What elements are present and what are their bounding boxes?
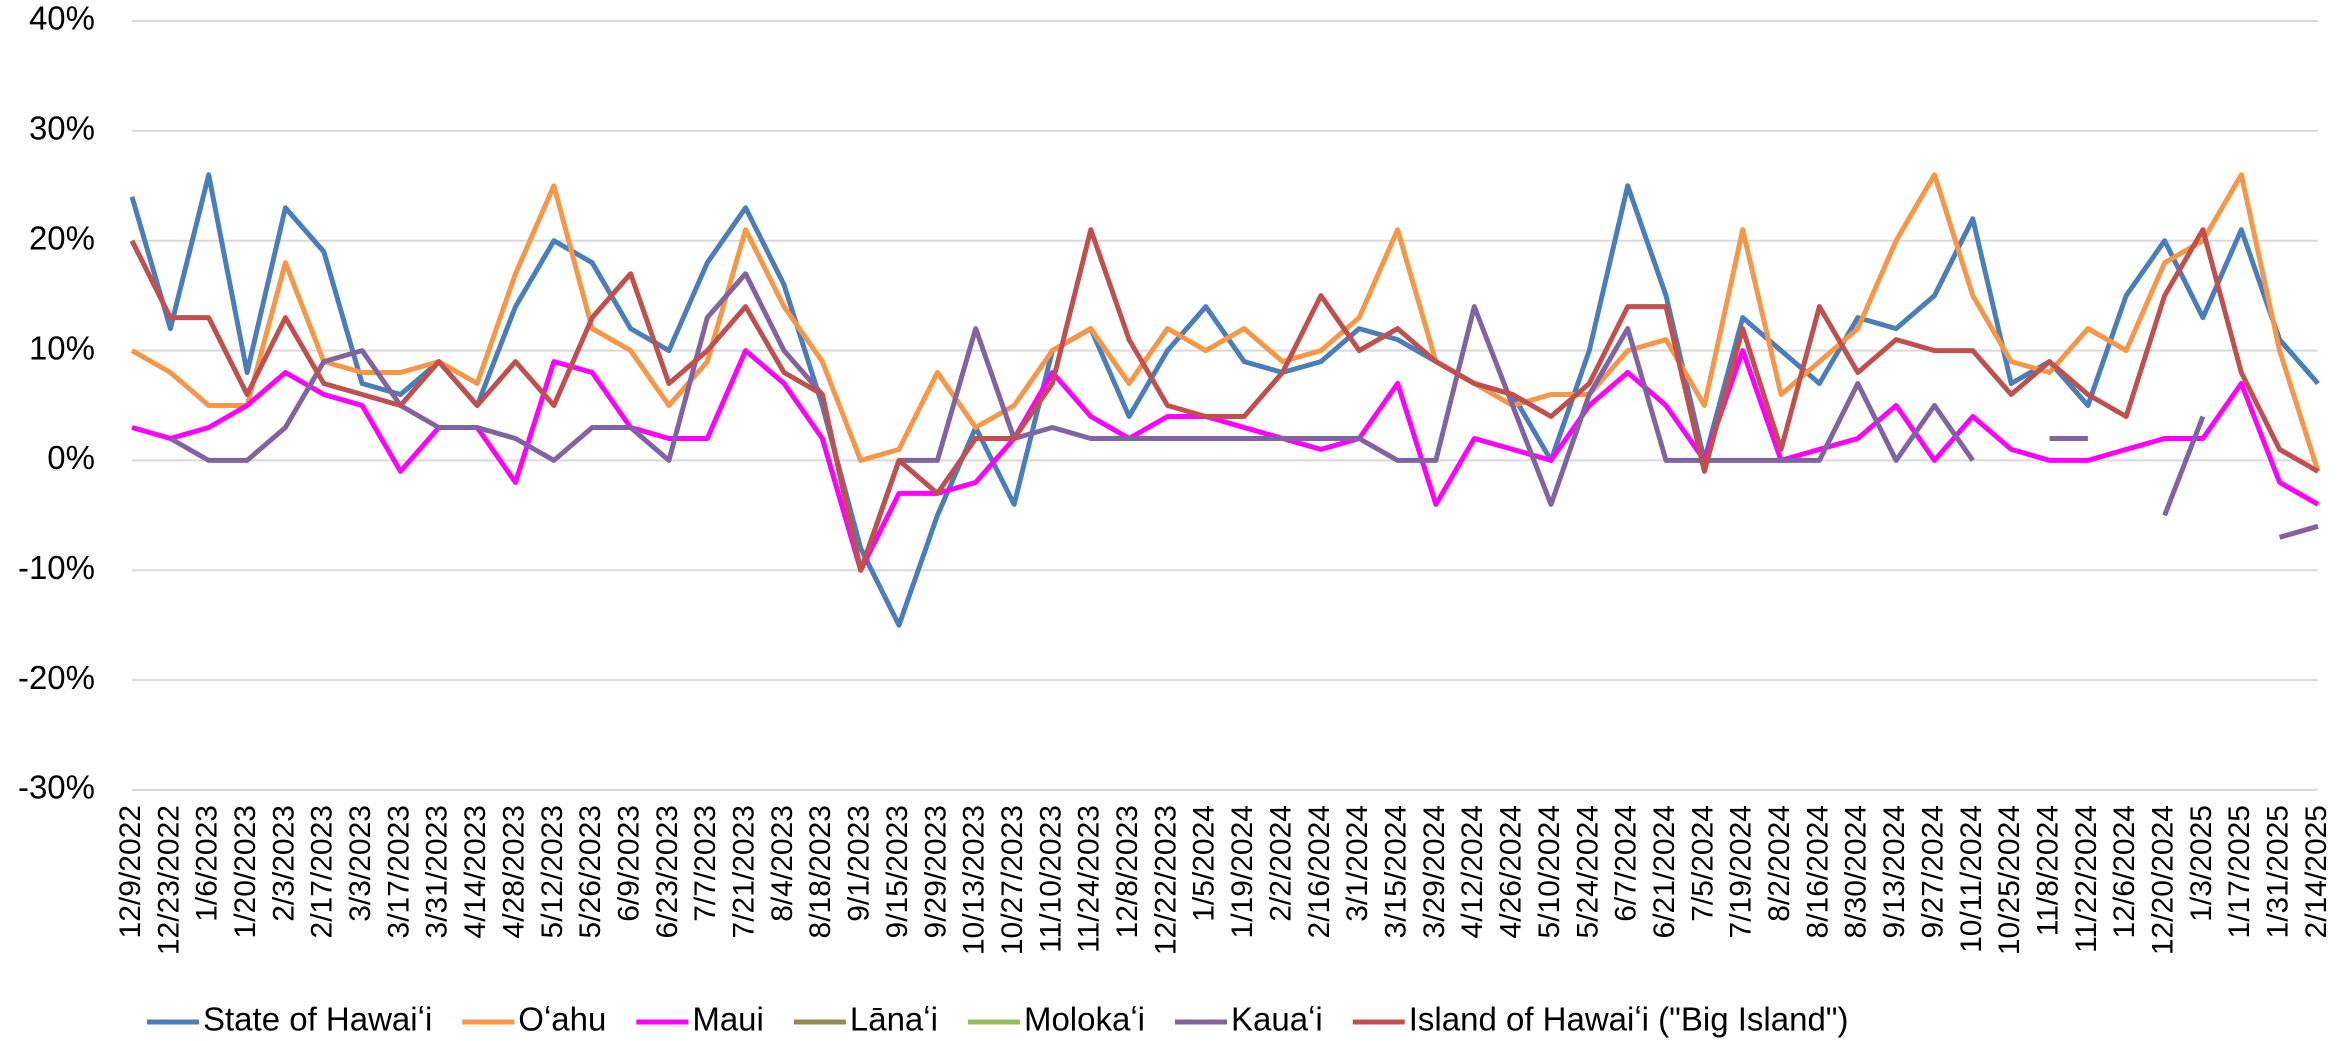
y-tick-label: -10%	[18, 549, 95, 586]
x-tick-label: 8/4/2023	[766, 805, 799, 922]
x-tick-label: 1/5/2024	[1188, 805, 1221, 922]
x-tick-label: 2/14/2025	[2300, 805, 2333, 938]
legend-label: Maui	[692, 1001, 764, 1038]
x-tick-label: 2/17/2023	[306, 805, 339, 938]
x-tick-label: 12/22/2023	[1149, 805, 1182, 955]
x-tick-label: 11/24/2023	[1073, 805, 1106, 953]
x-tick-label: 12/6/2024	[2108, 805, 2141, 938]
x-tick-label: 3/15/2024	[1380, 805, 1413, 938]
x-tick-label: 4/12/2024	[1456, 805, 1489, 938]
x-tick-label: 2/2/2024	[1264, 805, 1297, 922]
x-tick-label: 9/15/2023	[881, 805, 914, 938]
x-tick-label: 10/11/2024	[1955, 805, 1988, 953]
series-line	[131, 348, 2320, 573]
legend-label: State of Hawaiʻi	[203, 1001, 432, 1038]
y-tick-label: -20%	[18, 659, 95, 696]
series-line	[169, 271, 2319, 573]
x-tick-label: 1/19/2024	[1226, 805, 1259, 938]
x-tick-label: 11/22/2024	[2070, 805, 2103, 953]
x-tick-label: 4/14/2023	[459, 805, 492, 938]
x-tick-label: 5/24/2024	[1571, 805, 1604, 938]
legend-label: Kauaʻi	[1231, 1001, 1323, 1038]
series-line	[130, 172, 2321, 473]
y-tick-label: 20%	[29, 219, 95, 256]
x-tick-label: 9/29/2023	[919, 805, 952, 938]
x-tick-label: 3/17/2023	[382, 805, 415, 938]
legend-label: Lānaʻi	[850, 1001, 938, 1038]
x-tick-label: 5/26/2023	[574, 805, 607, 938]
x-tick-label: 4/26/2024	[1495, 805, 1528, 938]
x-tick-label: 7/7/2023	[689, 805, 722, 922]
x-tick-label: 3/31/2023	[421, 805, 454, 938]
x-tick-label: 3/3/2023	[344, 805, 377, 922]
x-tick-label: 4/28/2023	[497, 805, 530, 938]
x-tick-label: 5/10/2024	[1533, 805, 1566, 938]
x-tick-label: 9/1/2023	[843, 805, 876, 922]
x-tick-label: 5/12/2023	[536, 805, 569, 938]
x-tick-label: 7/5/2024	[1686, 805, 1719, 922]
x-tick-label: 8/16/2024	[1801, 805, 1834, 938]
y-tick-label: -30%	[18, 769, 95, 806]
x-tick-label: 11/8/2024	[2031, 805, 2064, 936]
x-tick-label: 11/10/2023	[1034, 805, 1067, 953]
x-tick-label: 1/3/2025	[2185, 805, 2218, 922]
x-tick-label: 7/21/2023	[728, 805, 761, 938]
x-tick-label: 6/9/2023	[612, 805, 645, 922]
series-line	[129, 227, 2320, 573]
x-tick-label: 2/16/2024	[1303, 805, 1336, 938]
x-tick-label: 1/20/2023	[229, 805, 262, 938]
legend-label: Molokaʻi	[1024, 1001, 1145, 1038]
x-tick-label: 7/19/2024	[1725, 805, 1758, 938]
x-tick-label: 12/8/2023	[1111, 805, 1144, 938]
x-tick-label: 1/6/2023	[191, 805, 224, 922]
x-tick-label: 12/23/2022	[152, 805, 185, 955]
y-tick-label: 0%	[47, 439, 95, 476]
y-tick-label: 40%	[29, 0, 95, 37]
x-tick-label: 3/29/2024	[1418, 805, 1451, 938]
x-tick-label: 6/21/2024	[1648, 805, 1681, 938]
x-tick-label: 10/25/2024	[1993, 805, 2026, 955]
y-tick-label: 30%	[29, 110, 95, 147]
x-tick-label: 8/18/2023	[804, 805, 837, 938]
series-line	[129, 172, 2320, 628]
x-tick-label: 6/23/2023	[651, 805, 684, 938]
x-tick-label: 10/27/2023	[996, 805, 1029, 955]
legend-label: Island of Hawaiʻi ("Big Island")	[1409, 1001, 1849, 1038]
x-tick-label: 9/13/2024	[1878, 805, 1911, 938]
x-tick-label: 12/9/2022	[114, 805, 147, 938]
x-tick-label: 6/7/2024	[1610, 805, 1643, 922]
x-tick-label: 8/2/2024	[1763, 805, 1796, 922]
x-tick-label: 8/30/2024	[1840, 805, 1873, 938]
x-tick-label: 1/17/2025	[2223, 805, 2256, 938]
x-tick-label: 12/20/2024	[2147, 805, 2180, 955]
y-tick-label: 10%	[29, 329, 95, 366]
x-tick-label: 10/13/2023	[958, 805, 991, 955]
x-tick-label: 3/1/2024	[1341, 805, 1374, 922]
x-tick-label: 1/31/2025	[2262, 805, 2295, 938]
x-tick-label: 2/3/2023	[267, 805, 300, 922]
x-tick-label: 9/27/2024	[1916, 805, 1949, 938]
legend-label: Oʻahu	[518, 1001, 606, 1038]
